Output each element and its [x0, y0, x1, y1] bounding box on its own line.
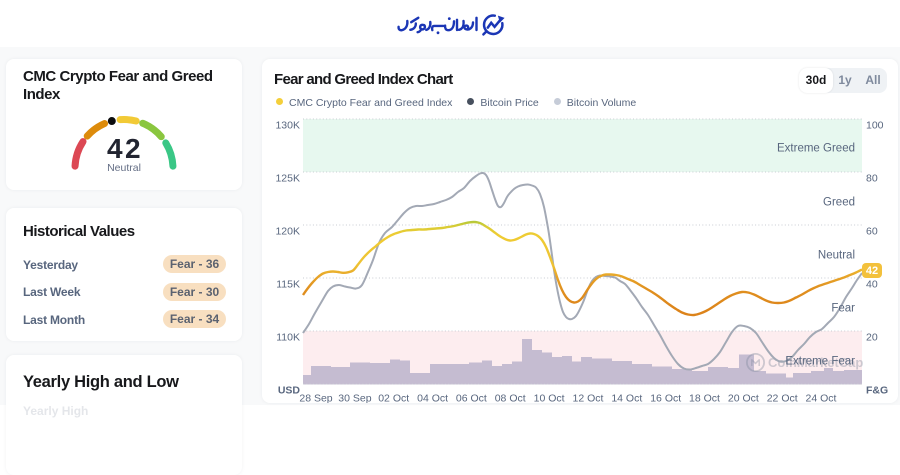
svg-text:40: 40: [866, 279, 878, 291]
svg-text:125K: 125K: [275, 173, 300, 185]
svg-text:16 Oct: 16 Oct: [650, 393, 681, 404]
svg-text:12 Oct: 12 Oct: [573, 393, 604, 404]
svg-text:08 Oct: 08 Oct: [495, 393, 526, 404]
svg-text:115K: 115K: [276, 279, 300, 291]
svg-text:02 Oct: 02 Oct: [378, 393, 409, 404]
svg-text:Extreme Fear: Extreme Fear: [785, 356, 855, 368]
svg-text:28 Sep: 28 Sep: [299, 393, 332, 404]
svg-text:Extreme Greed: Extreme Greed: [777, 143, 855, 155]
svg-text:Fear: Fear: [831, 303, 855, 315]
svg-text:18 Oct: 18 Oct: [689, 393, 720, 404]
svg-text:22 Oct: 22 Oct: [767, 393, 798, 404]
svg-text:Neutral: Neutral: [818, 250, 855, 262]
svg-text:14 Oct: 14 Oct: [611, 393, 642, 404]
svg-text:42: 42: [866, 265, 878, 277]
svg-text:80: 80: [866, 173, 878, 185]
svg-text:USD: USD: [278, 385, 301, 397]
svg-text:60: 60: [866, 226, 878, 238]
svg-text:06 Oct: 06 Oct: [456, 393, 487, 404]
svg-text:Greed: Greed: [823, 197, 855, 209]
svg-text:24 Oct: 24 Oct: [806, 393, 837, 404]
svg-text:CoinMarketCap: CoinMarketCap: [768, 355, 863, 370]
svg-text:100: 100: [866, 120, 884, 132]
svg-text:F&G: F&G: [866, 385, 888, 397]
svg-text:110K: 110K: [276, 332, 300, 344]
svg-text:20 Oct: 20 Oct: [728, 393, 759, 404]
svg-text:30 Sep: 30 Sep: [338, 393, 371, 404]
svg-text:20: 20: [866, 332, 878, 344]
svg-text:10 Oct: 10 Oct: [534, 393, 565, 404]
svg-text:04 Oct: 04 Oct: [417, 393, 448, 404]
svg-text:130K: 130K: [275, 120, 300, 132]
svg-text:120K: 120K: [275, 226, 300, 238]
